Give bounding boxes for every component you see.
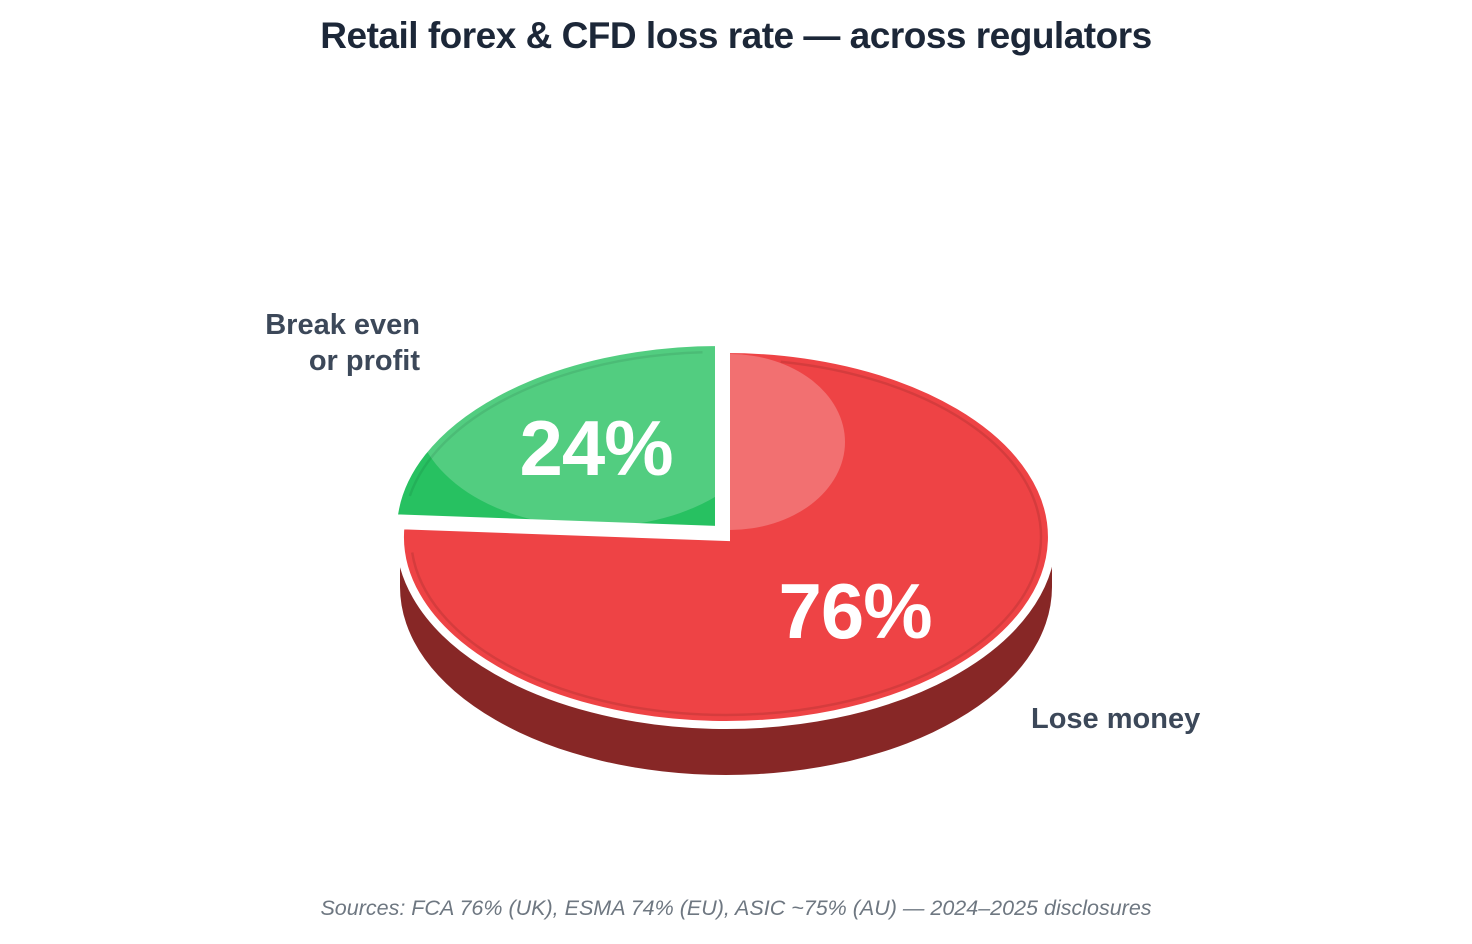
green-slice-inner-rim xyxy=(408,350,703,497)
slice-label-lose-money: Lose money xyxy=(1031,703,1201,735)
page-title: Retail forex & CFD loss rate — across re… xyxy=(320,15,1152,56)
pct-label-lose-money: 76% xyxy=(778,567,932,655)
pie-side-3d xyxy=(400,537,1052,775)
pct-label-break-even: 24% xyxy=(519,404,673,492)
red-slice-inner-rim xyxy=(410,360,1043,717)
source-note: Sources: FCA 76% (UK), ESMA 74% (EU), AS… xyxy=(320,896,1152,920)
slice-label-break-even: Break even or profit xyxy=(265,309,420,377)
